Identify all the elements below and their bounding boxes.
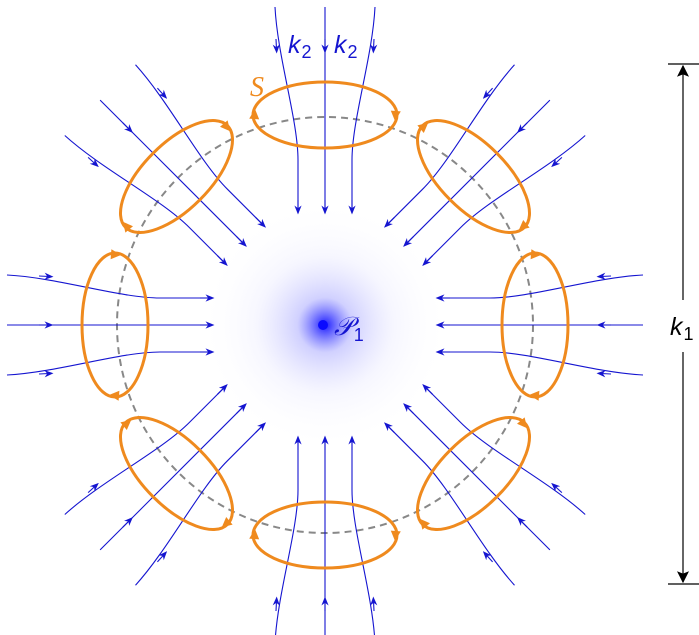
field-arrow: [156, 87, 168, 99]
field-line: [274, 6, 299, 213]
field-arrow: [482, 87, 494, 99]
field-arrow: [370, 596, 378, 612]
field-line: [99, 99, 247, 247]
surface-label: S: [250, 72, 264, 103]
field-arrow: [87, 156, 99, 168]
k1-label: k1: [670, 313, 694, 344]
k1-sub: 1: [684, 324, 694, 344]
dimension-k1: [668, 63, 699, 585]
loop-orientation-arrow: [390, 530, 401, 541]
field-arrow: [236, 236, 247, 247]
field-line: [64, 384, 228, 515]
k2-left-sub: 2: [302, 42, 312, 62]
field-line: [384, 422, 515, 586]
field-arrow: [551, 482, 563, 494]
field-arrow: [272, 596, 280, 612]
field-line: [403, 403, 551, 551]
field-arrow: [422, 384, 433, 395]
loop-orientation-arrow: [529, 390, 540, 401]
k2-left-main: k: [288, 31, 302, 59]
k2-right-sub: 2: [348, 42, 358, 62]
k2-label-left: k2: [288, 31, 312, 62]
field-line: [275, 437, 299, 635]
k2-right-main: k: [334, 31, 348, 59]
field-arrow: [403, 236, 414, 247]
loop-orientation-arrow: [517, 417, 528, 429]
field-arrow: [255, 217, 266, 228]
point-source-dot: [318, 320, 328, 330]
field-arrow: [384, 217, 395, 228]
loop-orientation-arrow: [109, 390, 120, 401]
k2-label-right: k2: [334, 31, 358, 62]
field-arrow: [384, 422, 395, 433]
field-arrow: [551, 156, 563, 168]
loop-orientation-arrow: [390, 110, 401, 121]
field-line: [99, 403, 247, 551]
field-line: [351, 437, 375, 635]
field-arrow: [517, 517, 528, 528]
field-arrow: [422, 255, 433, 266]
surface-loops: [80, 80, 570, 570]
field-line: [403, 99, 551, 247]
field-line: [437, 351, 644, 376]
field-line: [422, 384, 586, 515]
field-line: [64, 135, 228, 266]
loop-orientation-arrow: [221, 517, 233, 528]
field-line: [135, 64, 266, 228]
field-line: [351, 6, 376, 213]
loop-orientation-arrow: [249, 109, 260, 120]
field-arrow: [122, 122, 133, 133]
field-arrow: [255, 422, 266, 433]
field-arrow: [122, 517, 133, 528]
loop-orientation-arrow: [530, 249, 541, 260]
field-arrow: [482, 551, 494, 563]
field-arrow: [370, 38, 378, 54]
field-line: [437, 274, 644, 299]
field-arrow: [217, 384, 228, 395]
loop-orientation-arrow: [220, 120, 231, 132]
loop-orientation-arrow: [518, 220, 530, 231]
field-arrow: [517, 122, 528, 133]
loop-orientation-arrow: [110, 249, 121, 260]
field-line: [6, 351, 213, 376]
loop-orientation-arrow: [419, 518, 430, 530]
field-line: [6, 274, 213, 299]
loop-orientation-arrow: [122, 221, 133, 233]
field-line: [135, 422, 266, 586]
loop-orientation-arrow: [417, 122, 429, 133]
field-arrow: [156, 551, 168, 563]
field-arrow: [596, 272, 612, 280]
k1-main: k: [670, 313, 684, 341]
field-arrow: [596, 370, 612, 378]
field-arrow: [38, 272, 54, 280]
field-line: [384, 64, 515, 228]
loop-orientation-arrow: [120, 419, 132, 430]
field-lines: [6, 6, 644, 635]
field-arrow: [217, 255, 228, 266]
point-sub: 1: [354, 325, 364, 345]
field-arrow: [87, 482, 99, 494]
field-line: [422, 135, 586, 266]
field-arrow: [272, 38, 280, 54]
loop-orientation-arrow: [249, 529, 260, 540]
field-arrow: [403, 403, 414, 414]
field-arrow: [38, 370, 54, 378]
field-arrow: [236, 403, 247, 414]
